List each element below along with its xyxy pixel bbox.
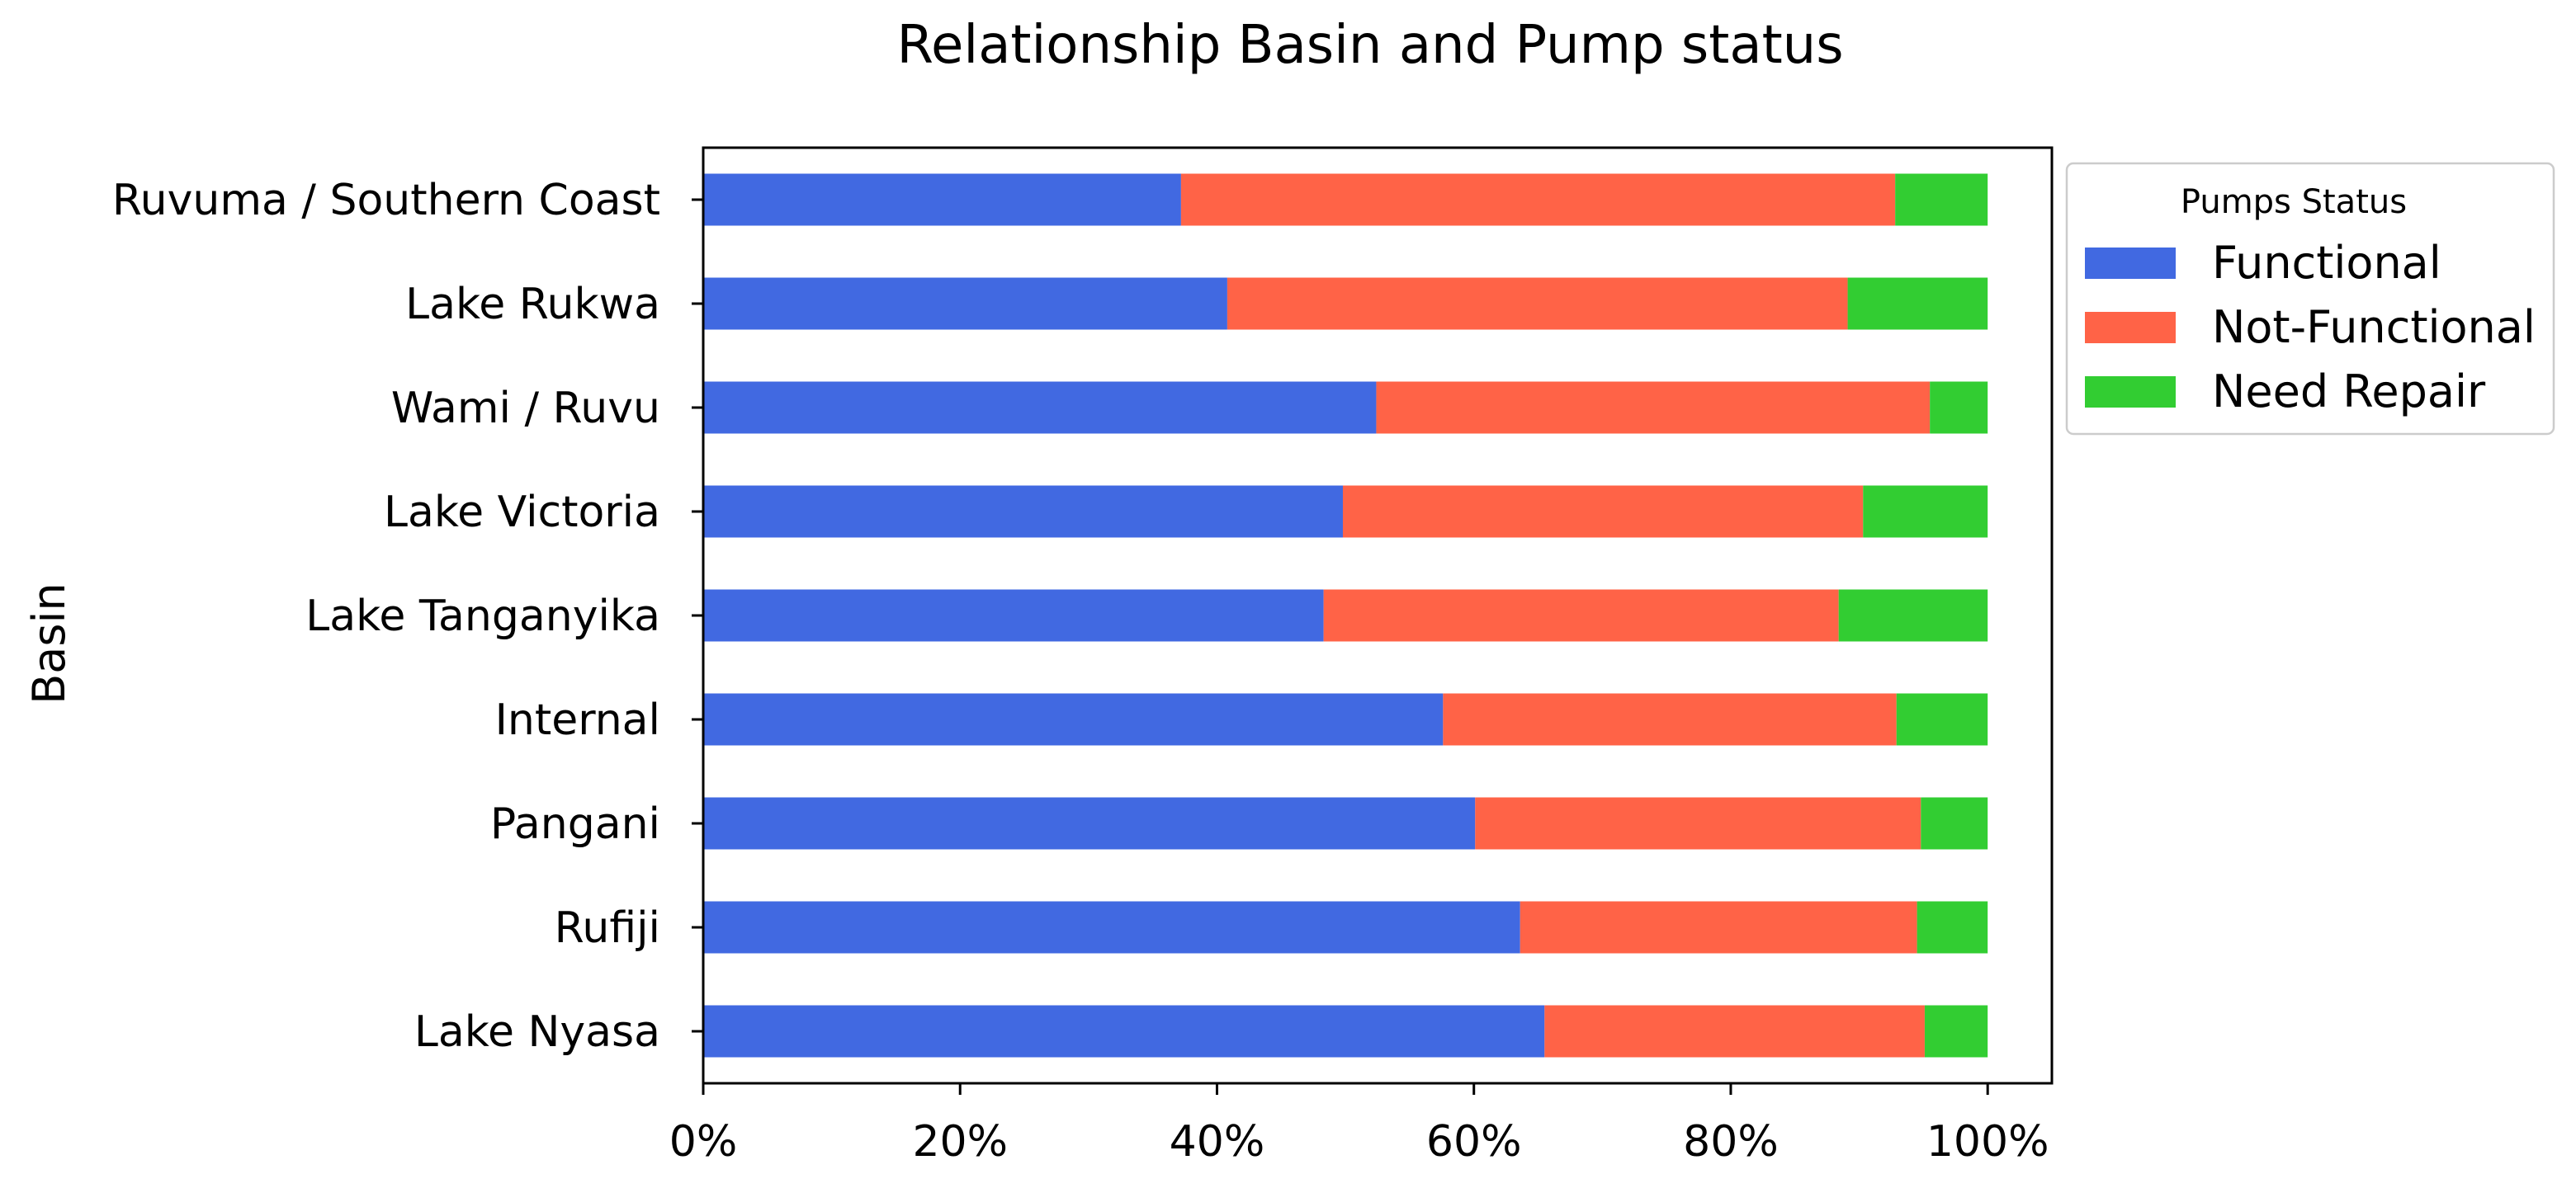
- axes-layer: Ruvuma / Southern Coast Lake Rukwa Wami / …: [112, 146, 2054, 1167]
- legend: Pumps Status Functional Not-Functional Need…: [2065, 162, 2555, 436]
- bar-need-repair-wami-ruvu: [1930, 381, 1988, 434]
- bar-functional-pangani: [703, 797, 1476, 850]
- legend-swatch-functional: [2085, 248, 2176, 279]
- y-tick-label-lake-tanganyika: Lake Tanganyika: [305, 592, 660, 641]
- legend-box: [2065, 162, 2555, 436]
- bar-not-functional-lake-rukwa: [1227, 277, 1848, 330]
- bar-not-functional-internal: [1443, 693, 1897, 746]
- y-tick-label-wami-ruvu: Wami / Ruvu: [391, 384, 660, 433]
- chart-title: Relationship Basin and Pump status: [896, 15, 1843, 76]
- legend-swatch-not-functional: [2085, 312, 2176, 343]
- x-tick-label-80: 80%: [1683, 1117, 1779, 1167]
- bars-layer: [703, 173, 1988, 1058]
- bar-need-repair-lake-rukwa: [1847, 277, 1988, 330]
- y-tick-label-lake-rukwa: Lake Rukwa: [405, 280, 660, 329]
- bar-need-repair-ruvuma-southern-coast: [1895, 173, 1988, 226]
- bar-functional-internal: [703, 693, 1444, 746]
- bar-functional-ruvuma-southern-coast: [703, 173, 1181, 226]
- legend-label-need-repair: Need Repair: [2212, 365, 2486, 417]
- bar-not-functional-wami-ruvu: [1376, 381, 1931, 434]
- x-tick-label-20: 20%: [912, 1117, 1008, 1167]
- y-tick-label-lake-victoria: Lake Victoria: [384, 488, 660, 537]
- bar-functional-rufiji: [703, 901, 1520, 954]
- bar-functional-lake-victoria: [703, 485, 1343, 538]
- legend-title: Pumps Status: [2181, 183, 2407, 221]
- x-tick-label-100: 100%: [1926, 1117, 2049, 1167]
- y-tick-label-rufiji: Rufiji: [555, 903, 660, 953]
- bar-not-functional-ruvuma-southern-coast: [1180, 173, 1896, 226]
- legend-label-not-functional: Not-Functional: [2212, 301, 2536, 353]
- bar-functional-lake-nyasa: [703, 1005, 1545, 1058]
- y-tick-label-lake-nyasa: Lake Nyasa: [414, 1007, 660, 1057]
- bar-need-repair-lake-nyasa: [1924, 1005, 1988, 1058]
- bar-need-repair-internal: [1896, 693, 1988, 746]
- y-tick-label-pangani: Pangani: [490, 799, 660, 849]
- bar-need-repair-lake-tanganyika: [1838, 589, 1988, 642]
- x-tick-label-0: 0%: [669, 1117, 738, 1167]
- bar-not-functional-lake-tanganyika: [1323, 589, 1839, 642]
- bar-need-repair-pangani: [1921, 797, 1988, 850]
- bar-functional-wami-ruvu: [703, 381, 1377, 434]
- bar-not-functional-rufiji: [1520, 901, 1917, 954]
- legend-swatch-need-repair: [2085, 376, 2176, 408]
- bar-functional-lake-tanganyika: [703, 589, 1324, 642]
- legend-label-functional: Functional: [2212, 237, 2441, 289]
- y-axis-label: Basin: [23, 582, 75, 705]
- y-tick-label-ruvuma-southern-coast: Ruvuma / Southern Coast: [112, 176, 660, 225]
- bar-not-functional-lake-victoria: [1342, 485, 1864, 538]
- bar-need-repair-rufiji: [1917, 901, 1988, 954]
- plot-frame: [702, 146, 2054, 1085]
- bar-functional-lake-rukwa: [703, 277, 1227, 330]
- bar-not-functional-lake-nyasa: [1544, 1005, 1925, 1058]
- bar-need-repair-lake-victoria: [1863, 485, 1988, 538]
- y-tick-label-internal: Internal: [495, 696, 660, 745]
- x-tick-label-40: 40%: [1170, 1117, 1265, 1167]
- bar-not-functional-pangani: [1475, 797, 1921, 850]
- x-tick-label-60: 60%: [1426, 1117, 1522, 1167]
